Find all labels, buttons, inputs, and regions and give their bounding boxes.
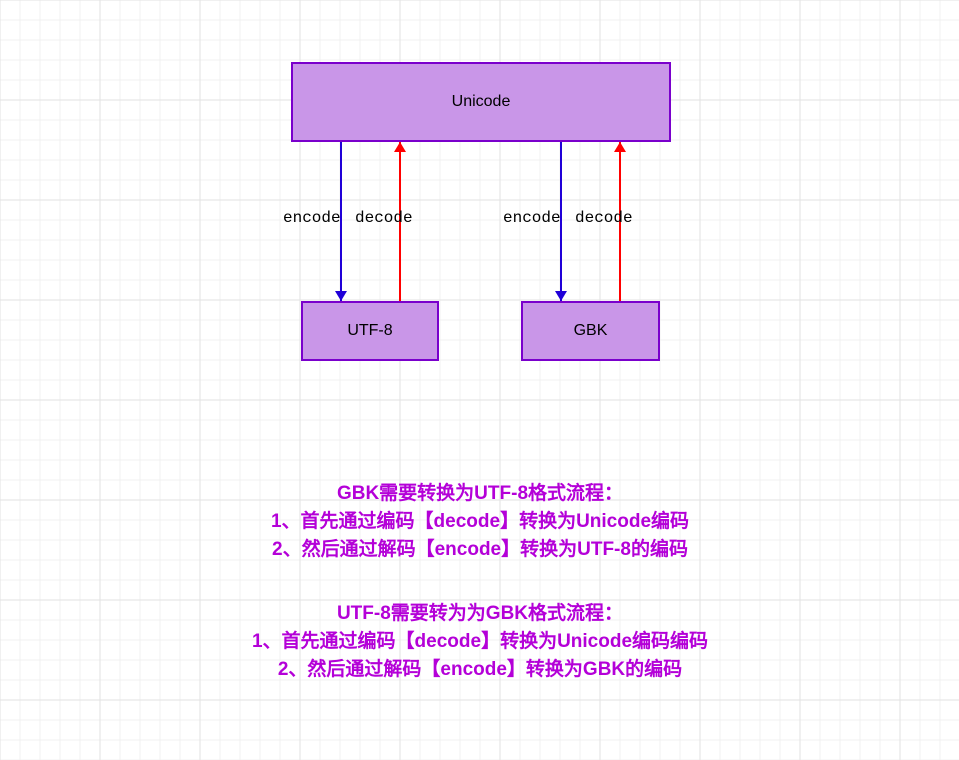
utf8-box: UTF-8 (301, 301, 439, 361)
explain-1-line-2: 1、首先通过编码【decode】转换为Unicode编码 (271, 508, 689, 536)
explain-1-line-1: GBK需要转换为UTF-8格式流程： (271, 480, 689, 508)
unicode-box-label: Unicode (452, 93, 511, 111)
utf8-box-label: UTF-8 (347, 322, 392, 340)
diagram-canvas: Unicode UTF-8 GBK encode decode encode d… (0, 0, 959, 760)
gbk-box: GBK (521, 301, 660, 361)
explain-2-line-3: 2、然后通过解码【encode】转换为GBK的编码 (252, 656, 708, 684)
explain-2-line-2: 1、首先通过编码【decode】转换为Unicode编码编码 (252, 628, 708, 656)
unicode-box: Unicode (291, 62, 671, 142)
decode-label-right: decode (575, 209, 633, 227)
encode-label-right: encode (503, 209, 561, 227)
explain-2-line-1: UTF-8需要转为为GBK格式流程： (252, 600, 708, 628)
explain-block-1: GBK需要转换为UTF-8格式流程： 1、首先通过编码【decode】转换为Un… (271, 480, 689, 564)
explain-block-2: UTF-8需要转为为GBK格式流程： 1、首先通过编码【decode】转换为Un… (252, 600, 708, 684)
encode-label-left: encode (283, 209, 341, 227)
decode-label-left: decode (355, 209, 413, 227)
explain-1-line-3: 2、然后通过解码【encode】转换为UTF-8的编码 (271, 536, 689, 564)
gbk-box-label: GBK (574, 322, 608, 340)
